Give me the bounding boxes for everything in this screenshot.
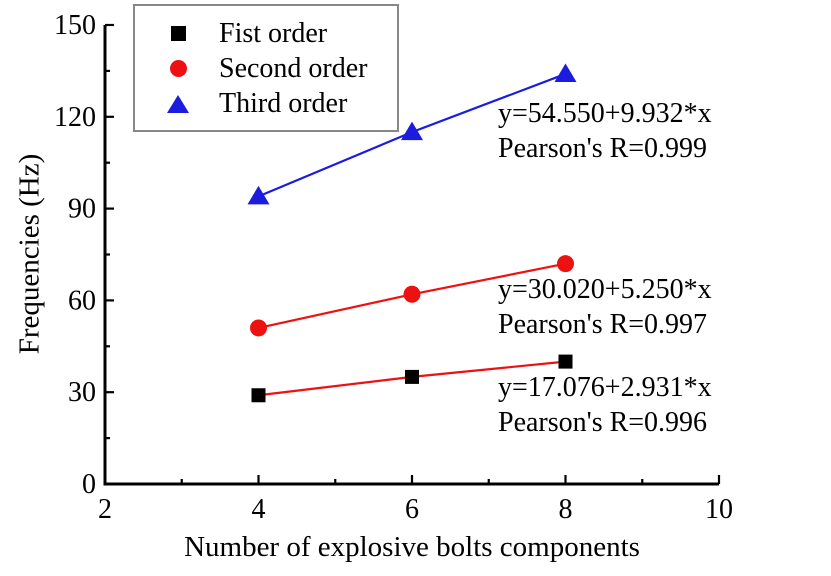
legend-item-second-order: Second order [135, 51, 397, 86]
fit-annotation-second-order: y=30.020+5.250*x Pearson's R=0.997 [498, 272, 712, 342]
legend-label: Second order [219, 52, 368, 84]
fit-equation: y=30.020+5.250*x [498, 274, 712, 305]
x-tick-label: 2 [98, 494, 112, 525]
data-point-circle [250, 319, 267, 337]
legend-label: Fist order [219, 17, 328, 49]
x-tick-label: 6 [405, 494, 419, 525]
data-point-square [558, 354, 573, 369]
data-point-triangle [247, 185, 270, 205]
fit-annotation-first-order: y=17.076+2.931*x Pearson's R=0.996 [498, 370, 712, 440]
y-tick-label: 120 [54, 102, 96, 133]
fit-annotation-third-order: y=54.550+9.932*x Pearson's R=0.999 [498, 96, 712, 166]
y-tick-label: 90 [68, 194, 96, 225]
circle-marker-icon [165, 60, 191, 77]
y-tick-label: 30 [68, 377, 96, 408]
data-point-square [405, 369, 419, 384]
y-tick-label: 60 [68, 285, 96, 316]
pearson-r: Pearson's R=0.999 [498, 133, 708, 164]
fit-equation: y=17.076+2.931*x [498, 372, 712, 403]
x-axis-title: Number of explosive bolts components [184, 531, 640, 563]
data-point-circle [557, 255, 574, 273]
legend-box: Fist order Second order Third order [133, 4, 399, 132]
data-point-square [251, 388, 266, 403]
x-tick-label: 4 [252, 494, 266, 525]
legend-label: Third order [219, 87, 348, 119]
legend-item-first-order: Fist order [135, 16, 397, 51]
y-tick-label: 150 [54, 10, 96, 41]
triangle-marker-icon [165, 94, 191, 113]
data-point-circle [403, 285, 421, 303]
square-marker-icon [165, 26, 191, 41]
fit-equation: y=54.550+9.932*x [498, 98, 712, 129]
x-tick-label: 10 [705, 494, 733, 525]
data-point-triangle [401, 121, 423, 141]
data-point-triangle [554, 63, 577, 82]
legend-item-third-order: Third order [135, 86, 397, 121]
y-axis-title: Frequencies (Hz) [13, 153, 46, 355]
pearson-r: Pearson's R=0.996 [498, 407, 708, 438]
y-tick-label: 0 [82, 469, 96, 500]
x-tick-label: 8 [559, 494, 573, 525]
pearson-r: Pearson's R=0.997 [498, 309, 708, 340]
